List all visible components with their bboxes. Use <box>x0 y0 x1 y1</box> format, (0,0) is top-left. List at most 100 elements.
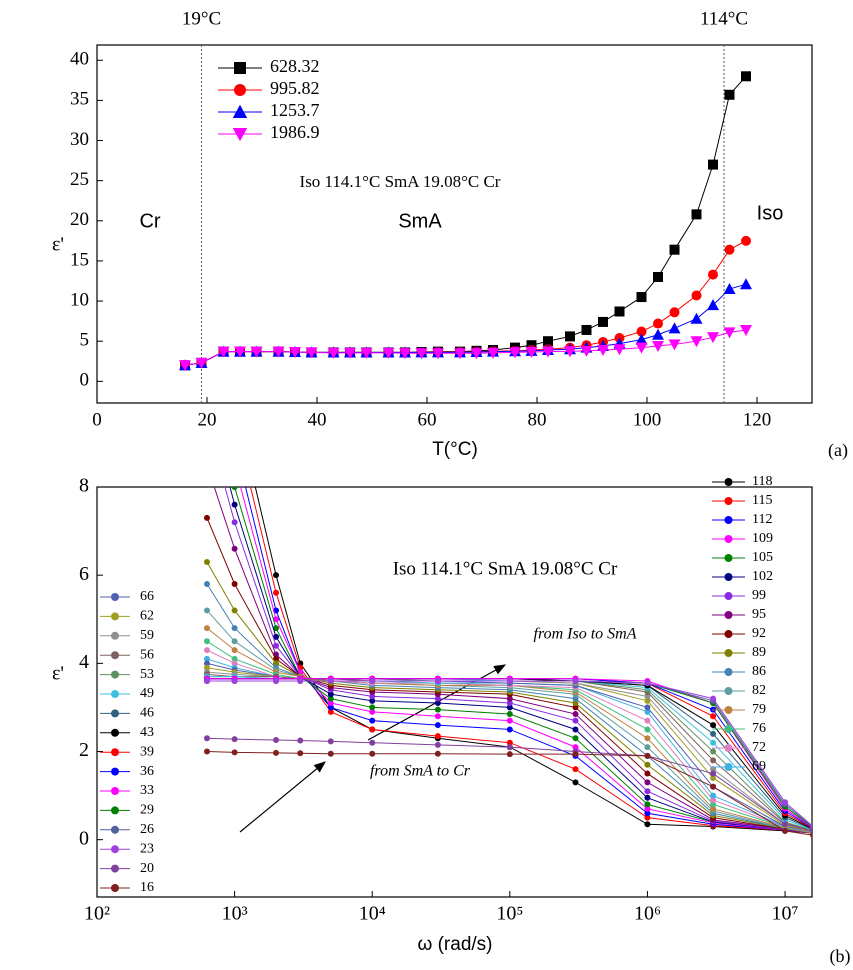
data-point <box>506 726 513 733</box>
data-point <box>231 501 238 508</box>
data-point <box>506 677 513 684</box>
y-tick-label: 8 <box>79 475 89 497</box>
data-point <box>644 801 651 808</box>
data-point <box>369 750 376 757</box>
data-point <box>644 704 651 711</box>
data-point <box>297 677 304 684</box>
data-point <box>572 700 579 707</box>
data-point <box>231 660 238 667</box>
data-point <box>572 766 579 773</box>
data-point <box>179 360 191 372</box>
data-point <box>710 792 717 799</box>
data-point <box>710 805 717 812</box>
data-point <box>506 700 513 707</box>
data-point <box>203 660 210 667</box>
data-point <box>644 735 651 742</box>
data-point <box>710 695 717 702</box>
legend-marker <box>111 864 119 873</box>
x-tick-label: 40 <box>308 409 327 430</box>
data-point <box>454 348 466 360</box>
data-point <box>543 336 553 347</box>
legend-label: 72 <box>752 740 766 755</box>
data-point <box>369 726 376 733</box>
data-point <box>810 828 812 834</box>
legend-label: 628.32 <box>270 56 320 76</box>
y-tick-label: 0 <box>80 370 90 391</box>
legend-label: 26 <box>140 822 154 837</box>
data-point <box>231 638 238 645</box>
data-point <box>652 328 664 340</box>
data-point <box>710 748 717 755</box>
data-point <box>506 711 513 718</box>
legend-label: 39 <box>140 744 154 759</box>
y-tick-label: 40 <box>70 49 89 70</box>
data-point <box>669 307 680 318</box>
legend-marker <box>111 787 119 795</box>
data-point <box>810 832 812 839</box>
legend-label: 115 <box>752 493 772 508</box>
plot-area <box>203 487 812 839</box>
data-point <box>635 342 648 354</box>
legend-marker <box>724 706 733 714</box>
y-tick-label: 25 <box>70 169 89 190</box>
data-point <box>580 345 593 357</box>
data-point <box>723 283 736 295</box>
data-point <box>203 677 210 684</box>
data-point <box>327 691 334 698</box>
y-tick-label: 0 <box>79 827 89 849</box>
data-point <box>327 750 334 757</box>
data-point <box>434 695 441 702</box>
data-point <box>707 332 719 344</box>
data-point <box>572 711 579 718</box>
x-tick-label: 120 <box>743 409 772 430</box>
legend-label: 86 <box>752 664 766 679</box>
data-point <box>710 757 717 764</box>
arrow <box>239 761 326 833</box>
legend-marker <box>724 611 733 619</box>
data-point <box>644 708 651 715</box>
legend-label: 99 <box>752 588 766 603</box>
y-tick-label: 20 <box>70 209 89 230</box>
x-tick-label: 10⁶ <box>634 903 661 925</box>
y-tick-label: 2 <box>79 739 89 761</box>
data-point <box>327 704 334 711</box>
legend-label: 1253.7 <box>270 100 320 120</box>
legend-marker <box>724 744 733 752</box>
data-point <box>273 749 280 756</box>
data-point <box>231 580 238 587</box>
legend-marker <box>234 84 246 96</box>
y-tick-label: 10 <box>70 289 89 310</box>
data-point <box>327 738 334 745</box>
x-tick-label: 10⁷ <box>772 903 799 925</box>
legend-label: 33 <box>140 783 154 798</box>
legend-marker <box>724 554 733 562</box>
data-point <box>710 722 717 729</box>
data-point <box>598 316 608 327</box>
legend-marker <box>111 612 119 621</box>
legend-label: 56 <box>140 647 154 662</box>
data-point <box>369 677 376 684</box>
data-point <box>724 89 735 100</box>
data-point <box>691 290 702 301</box>
x-tick-label: 80 <box>528 409 547 430</box>
data-point <box>203 655 210 662</box>
annotation: SmA <box>398 210 442 232</box>
data-point <box>710 774 717 781</box>
legend-label: 76 <box>752 721 766 736</box>
legend-marker <box>724 592 733 600</box>
legend-label: 20 <box>140 861 154 876</box>
data-point <box>273 737 280 744</box>
legend-marker <box>724 687 733 695</box>
data-point <box>506 695 513 702</box>
data-point <box>434 733 441 740</box>
data-point <box>273 660 280 667</box>
legend-label: 105 <box>752 550 773 565</box>
data-point <box>399 348 411 360</box>
data-point <box>327 677 334 684</box>
plot-frame <box>96 486 813 898</box>
legend-label: 36 <box>140 764 154 779</box>
data-point <box>635 333 648 345</box>
data-point <box>305 347 318 359</box>
legend-marker <box>724 649 733 657</box>
